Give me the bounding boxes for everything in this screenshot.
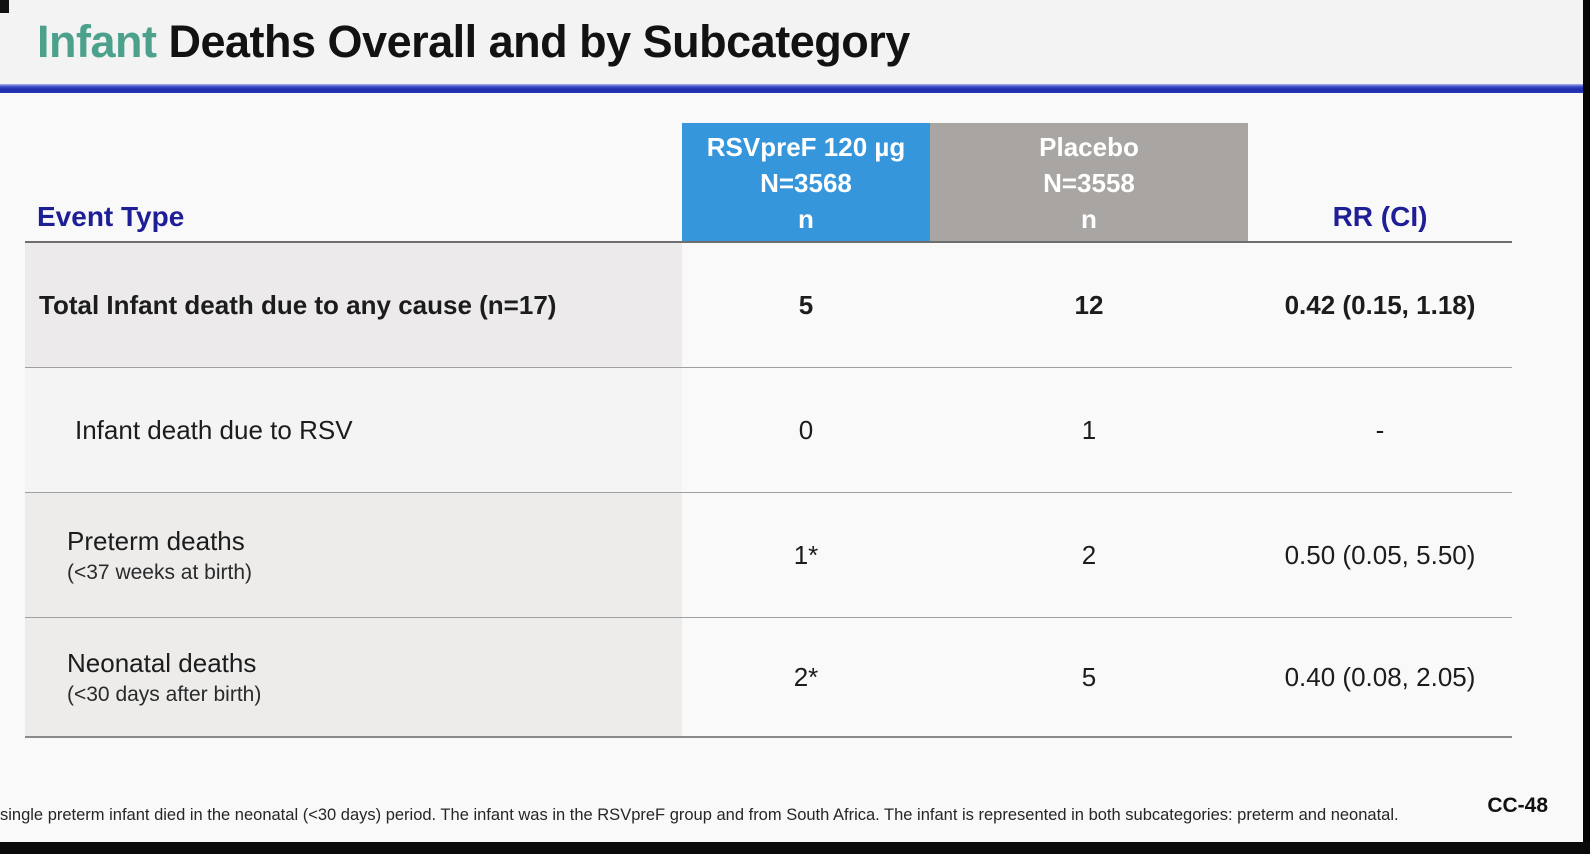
placebo-value: 2 <box>1081 539 1097 570</box>
footnote-text: single preterm infant died in the neonat… <box>0 806 1399 824</box>
title-band <box>0 0 1590 84</box>
placebo-value: 5 <box>1081 661 1097 692</box>
rr-ci-value: 0.42 (0.15, 1.18) <box>1284 289 1476 320</box>
letterbox-right-edge <box>1583 0 1590 854</box>
column-header-rr-ci: RR (CI) <box>1332 201 1428 232</box>
rsvpref-value: 2* <box>793 661 819 692</box>
table-row-neonatal-deaths: Neonatal deaths (<30 days after birth) 2… <box>25 618 1512 738</box>
rsvpref-header-n: N=3568 <box>760 168 852 198</box>
row-label-text: Neonatal deaths <box>67 647 257 678</box>
row-label: Neonatal deaths (<30 days after birth) <box>25 618 682 736</box>
row-label-text: Total Infant death due to any cause (n=1… <box>39 289 557 320</box>
placebo-value: 1 <box>1081 414 1097 445</box>
row-label: Total Infant death due to any cause (n=1… <box>25 243 682 367</box>
rsvpref-value: 0 <box>798 414 814 445</box>
letterbox-bottom-bar <box>0 842 1590 854</box>
rsvpref-value: 5 <box>798 289 814 320</box>
rr-ci-value: - <box>1375 414 1385 445</box>
placebo-header-unit: n <box>1081 204 1097 234</box>
table-row-preterm-deaths: Preterm deaths (<37 weeks at birth) 1* 2… <box>25 493 1512 618</box>
rr-ci-value: 0.50 (0.05, 5.50) <box>1284 539 1476 570</box>
rr-ci-value: 0.40 (0.08, 2.05) <box>1284 661 1476 692</box>
column-header-event-type: Event Type <box>37 201 185 232</box>
rsvpref-header-unit: n <box>798 204 814 234</box>
placebo-value: 12 <box>1074 289 1104 320</box>
slide-page-number: CC-48 <box>1487 794 1548 817</box>
row-sublabel-text: (<37 weeks at birth) <box>67 560 253 584</box>
title-divider-rule <box>0 84 1590 93</box>
placebo-header-name: Placebo <box>1039 132 1139 162</box>
slide-title: Infant Deaths Overall and by Subcategory <box>37 16 910 68</box>
rsvpref-header-name: RSVpreF 120 µg <box>706 132 906 162</box>
slide-title-highlight: Infant <box>37 16 157 67</box>
table-header-placebo: Placebo N=3558 n <box>930 123 1248 241</box>
row-label-text: Preterm deaths <box>67 525 245 556</box>
row-sublabel-text: (<30 days after birth) <box>67 682 262 706</box>
placebo-header-n: N=3558 <box>1043 168 1135 198</box>
row-label-text: Infant death due to RSV <box>75 414 353 445</box>
header-divider <box>25 241 1512 243</box>
slide-title-rest: Deaths Overall and by Subcategory <box>156 16 910 67</box>
table-row-rsv-deaths: Infant death due to RSV 0 1 - <box>25 368 1512 493</box>
infant-deaths-table: RSVpreF 120 µg N=3568 n Placebo N=3558 n… <box>25 123 1512 738</box>
rsvpref-value: 1* <box>793 539 819 570</box>
row-label: Preterm deaths (<37 weeks at birth) <box>25 493 682 617</box>
row-label: Infant death due to RSV <box>25 368 682 492</box>
table-row-total-deaths: Total Infant death due to any cause (n=1… <box>25 243 1512 368</box>
table-header-rsvpref: RSVpreF 120 µg N=3568 n <box>682 123 930 241</box>
letterbox-corner-mark <box>0 0 9 13</box>
